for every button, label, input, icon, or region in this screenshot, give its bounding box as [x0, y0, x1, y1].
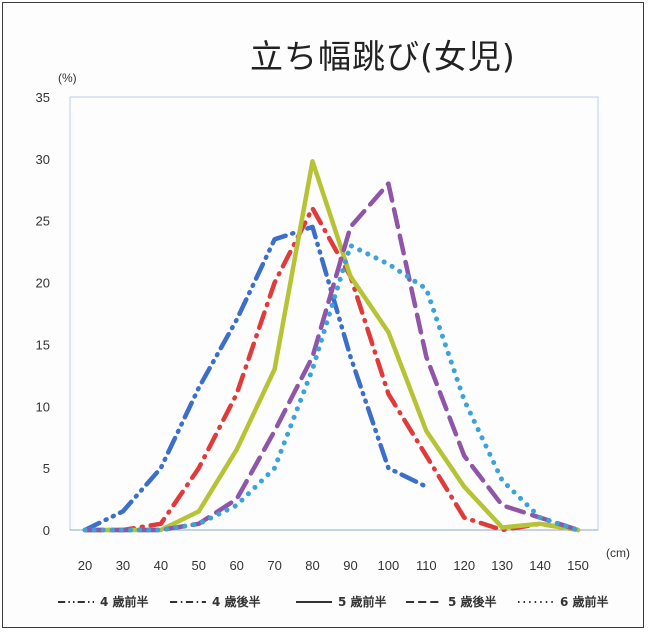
y-axis-unit: (%)	[58, 71, 77, 85]
legend-label: 6 歳前半	[560, 594, 609, 609]
series-lines	[82, 159, 581, 533]
x-tick-label: 30	[116, 558, 130, 573]
series-line-2	[82, 206, 581, 533]
x-tick-label: 100	[378, 558, 400, 573]
legend: 4 歳前半 4 歳後半 5 歳前半 5 歳後半 6 歳前半	[58, 594, 609, 609]
series-line-5	[82, 243, 581, 533]
x-tick-label: 60	[229, 558, 243, 573]
series-line-3	[82, 159, 581, 533]
x-tick-label: 150	[567, 558, 589, 573]
chart-title: 立ち幅跳び(女児)	[250, 37, 516, 76]
x-tick-label: 80	[305, 558, 319, 573]
y-tick-label: 20	[36, 276, 50, 291]
x-tick-labels: 20 30 40 50 60 70 80 90 100 110 120 130 140 150	[78, 558, 589, 573]
y-tick-label: 0	[43, 523, 50, 538]
x-tick-label: 90	[343, 558, 357, 573]
x-tick-label: 70	[267, 558, 281, 573]
y-tick-labels: 0 5 10 15 20 25 30 35	[36, 90, 50, 538]
y-tick-label: 35	[36, 90, 50, 105]
x-axis-unit: (cm)	[606, 546, 630, 560]
y-tick-label: 5	[43, 461, 50, 476]
x-tick-label: 140	[529, 558, 551, 573]
y-tick-label: 10	[36, 399, 50, 414]
x-tick-label: 110	[416, 558, 437, 573]
x-tick-label: 130	[491, 558, 513, 573]
legend-label: 4 歳前半	[100, 594, 149, 609]
plot-area	[69, 96, 599, 531]
series-line-4	[82, 181, 581, 533]
y-tick-label: 30	[36, 152, 50, 167]
x-tick-label: 120	[453, 558, 475, 573]
legend-label: 5 歳前半	[338, 594, 387, 609]
x-tick-label: 40	[154, 558, 168, 573]
legend-label: 5 歳後半	[448, 594, 497, 609]
series-line-1	[82, 224, 429, 533]
x-tick-label: 20	[78, 558, 92, 573]
y-tick-label: 15	[36, 337, 50, 352]
x-tick-label: 50	[192, 558, 206, 573]
legend-label: 4 歳後半	[212, 594, 261, 609]
y-tick-label: 25	[36, 214, 50, 229]
